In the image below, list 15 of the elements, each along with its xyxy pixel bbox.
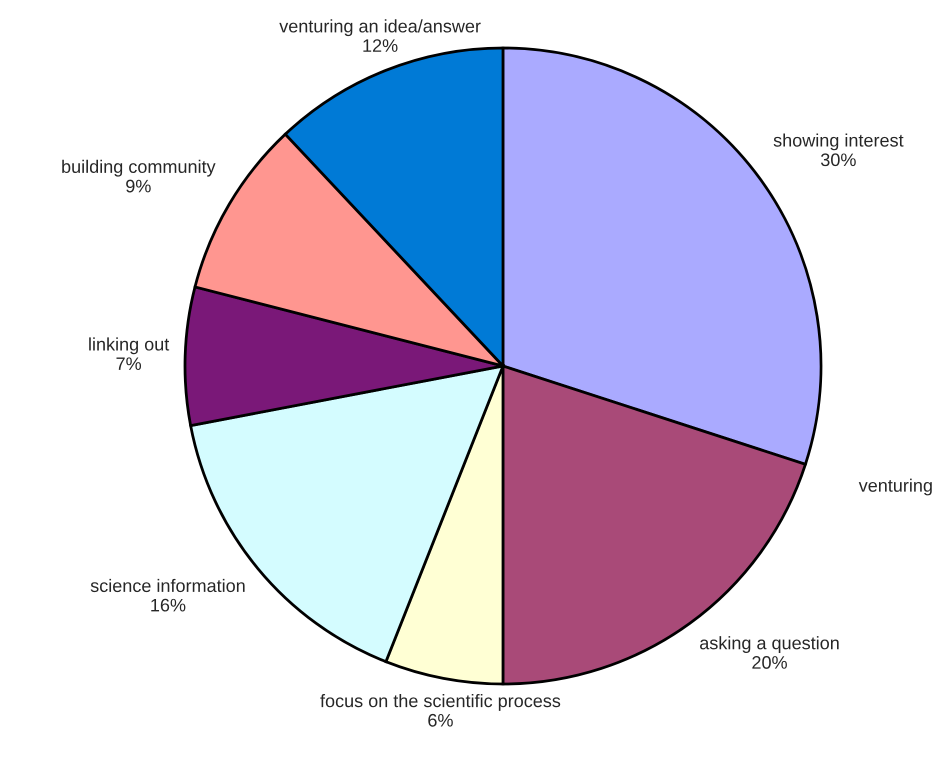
data-label: 6% (428, 714, 453, 727)
data-label: 12% (363, 39, 398, 52)
data-label: 9% (126, 180, 151, 192)
slice-label: focus on the scientific process (320, 694, 560, 711)
slice-label: showing interest (774, 133, 904, 150)
slice-label: building community (62, 160, 216, 177)
slice-label: linking out (89, 337, 170, 354)
slice-label: asking a question (700, 636, 839, 653)
data-label: 20% (752, 656, 787, 669)
data-label: 16% (151, 598, 186, 612)
slice-label: science information (90, 578, 245, 592)
data-label: 7% (116, 357, 142, 370)
data-label: 30% (820, 153, 856, 166)
slice-label: venturing an idea/answer (279, 19, 481, 36)
text: venturing (858, 478, 932, 496)
